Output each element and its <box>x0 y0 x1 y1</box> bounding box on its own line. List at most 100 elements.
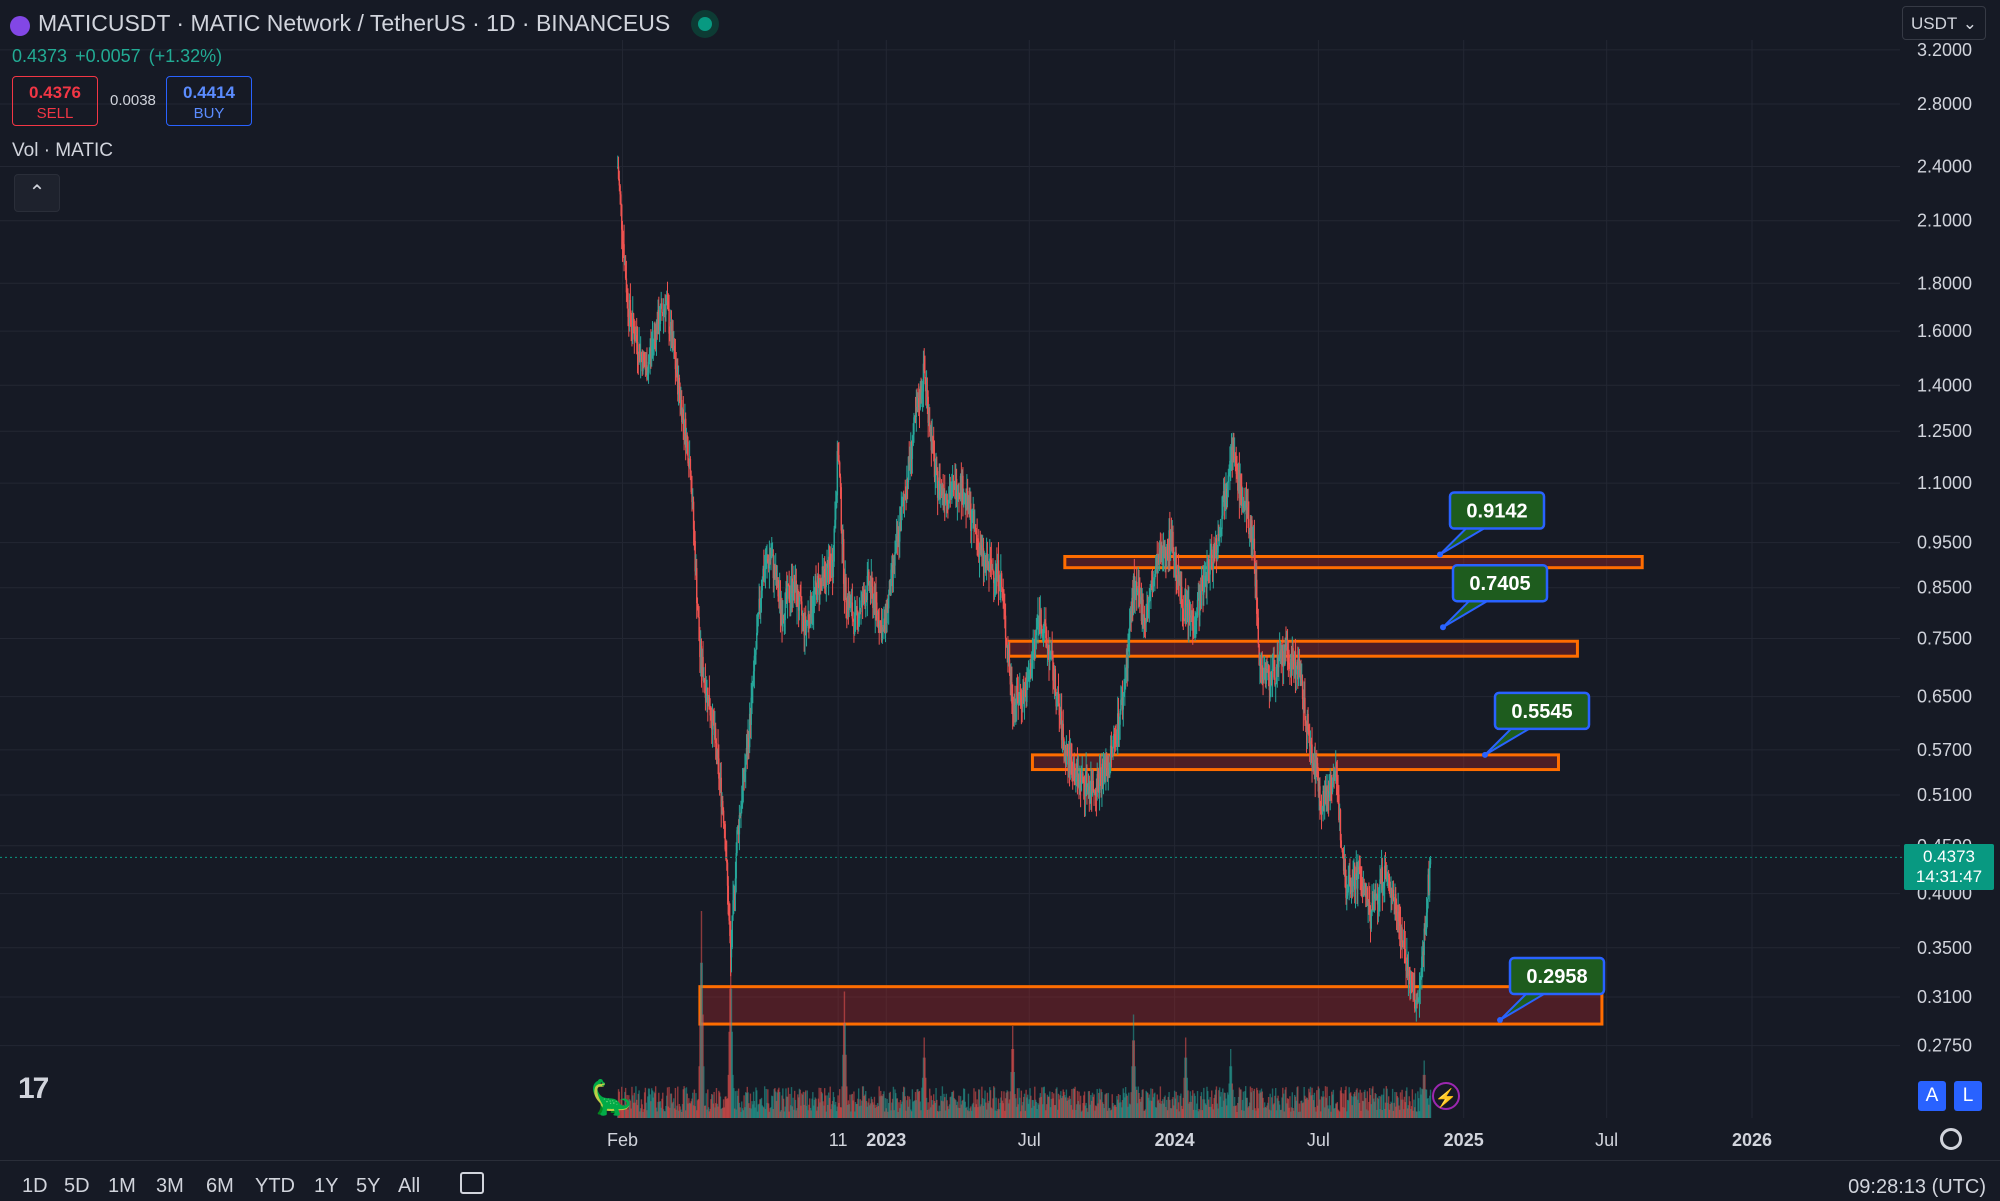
volume-bar <box>858 1106 861 1118</box>
candle-body <box>1422 951 1425 956</box>
volume-bar <box>847 1100 850 1118</box>
candle-body <box>1369 912 1372 929</box>
log-scale-button[interactable]: L <box>1954 1081 1982 1111</box>
dino-icon[interactable]: 🦕 <box>590 1079 633 1117</box>
candle-body <box>677 365 679 395</box>
calendar-icon[interactable] <box>460 1172 484 1194</box>
candle-body <box>1117 713 1120 730</box>
volume-bar <box>1352 1096 1354 1118</box>
volume-bar <box>719 1096 722 1118</box>
candle-body <box>1015 704 1017 706</box>
volume-bar <box>707 1089 709 1118</box>
sell-button[interactable]: 0.4376 SELL <box>12 76 98 126</box>
volume-bar <box>809 1107 812 1118</box>
timeframe-ytd[interactable]: YTD <box>255 1175 295 1197</box>
timeframe-1m[interactable]: 1M <box>108 1175 136 1197</box>
volume-legend[interactable]: Vol · MATIC <box>12 140 113 161</box>
candle-body <box>760 590 763 599</box>
candle-body <box>1365 884 1367 890</box>
timeframe-1d[interactable]: 1D <box>22 1175 48 1197</box>
candle-body <box>795 580 797 605</box>
volume-bar <box>731 1031 733 1118</box>
volume-bar <box>722 1107 724 1118</box>
volume-bar <box>814 1097 816 1118</box>
last-price: 0.4373 <box>12 46 68 66</box>
symbol-header[interactable]: MATICUSDT · MATIC Network / TetherUS · 1… <box>10 10 713 37</box>
candle-body <box>1153 579 1155 581</box>
timeframe-1y[interactable]: 1Y <box>314 1175 339 1197</box>
candle-body <box>752 684 754 686</box>
volume-bar <box>1378 1096 1380 1118</box>
candle-body <box>1330 783 1332 790</box>
timeframe-all[interactable]: All <box>398 1175 421 1197</box>
volume-bar <box>999 1102 1001 1118</box>
currency-select[interactable]: USDT ⌄ <box>1902 6 1986 40</box>
volume-bar <box>1088 1091 1090 1118</box>
volume-bar <box>1023 1096 1025 1118</box>
candle-body <box>1419 977 1421 989</box>
volume-bar <box>935 1088 937 1118</box>
candle-body <box>1362 886 1365 897</box>
volume-bar <box>937 1111 940 1118</box>
buy-button[interactable]: 0.4414 BUY <box>166 76 252 126</box>
candle-body <box>991 568 993 570</box>
volume-bar <box>1224 1092 1226 1118</box>
volume-bar <box>964 1101 966 1118</box>
volume-bar <box>1109 1107 1111 1118</box>
candle-body <box>1387 875 1390 877</box>
volume-bar <box>718 1092 721 1118</box>
volume-bar <box>1248 1102 1251 1118</box>
auto-scale-button[interactable]: A <box>1918 1081 1946 1111</box>
volume-bar <box>963 1088 966 1118</box>
volume-bar <box>1135 1086 1137 1118</box>
candle-body <box>1125 656 1128 678</box>
timeframe-6m[interactable]: 6M <box>206 1175 234 1197</box>
callout-anchor <box>1497 1017 1503 1024</box>
x-tick-label: 2023 <box>866 1130 906 1150</box>
candle-body <box>681 399 683 423</box>
candle-body <box>1016 685 1019 696</box>
tradingview-logo[interactable]: 17 <box>18 1072 49 1105</box>
volume-bar <box>1150 1088 1152 1118</box>
candle-body <box>1401 927 1403 942</box>
lightning-icon[interactable]: ⚡ <box>1432 1082 1460 1110</box>
candle-body <box>773 565 775 579</box>
volume-bar <box>920 1110 922 1118</box>
volume-bar <box>887 1111 889 1118</box>
candle-body <box>1064 745 1067 765</box>
volume-bar <box>835 1101 837 1118</box>
volume-bar <box>807 1110 809 1118</box>
candle-body <box>753 655 756 672</box>
settings-gear-icon[interactable] <box>1940 1128 1962 1150</box>
callout-anchor <box>1482 751 1488 758</box>
candle-body <box>1369 901 1371 913</box>
candle-body <box>1090 780 1092 792</box>
candle-body <box>1295 667 1297 675</box>
candle-body <box>666 300 669 302</box>
timeframe-5d[interactable]: 5D <box>64 1175 90 1197</box>
candle-body <box>867 571 869 576</box>
candle-body <box>654 331 657 342</box>
candle-body <box>995 566 997 578</box>
spread-value: 0.0038 <box>110 92 156 109</box>
volume-bar <box>1060 1098 1063 1118</box>
volume-bar <box>1291 1092 1293 1118</box>
candle-body <box>1224 498 1226 507</box>
volume-bar <box>933 1100 936 1118</box>
candle-body <box>1223 491 1226 507</box>
timeframe-5y[interactable]: 5Y <box>356 1175 381 1197</box>
volume-bar <box>970 1106 972 1118</box>
candle-body <box>727 885 730 915</box>
volume-bar <box>1383 1088 1385 1118</box>
candle-body <box>1099 771 1102 779</box>
timeframe-3m[interactable]: 3M <box>156 1175 184 1197</box>
candle-body <box>657 309 659 334</box>
volume-bar <box>1133 1040 1136 1118</box>
collapse-legend-button[interactable]: ⌃ <box>14 174 60 212</box>
volume-bar <box>1085 1102 1087 1118</box>
candle-body <box>1225 488 1227 499</box>
candle-body <box>1329 783 1331 792</box>
volume-bar <box>1342 1107 1344 1118</box>
volume-bar <box>932 1094 935 1118</box>
